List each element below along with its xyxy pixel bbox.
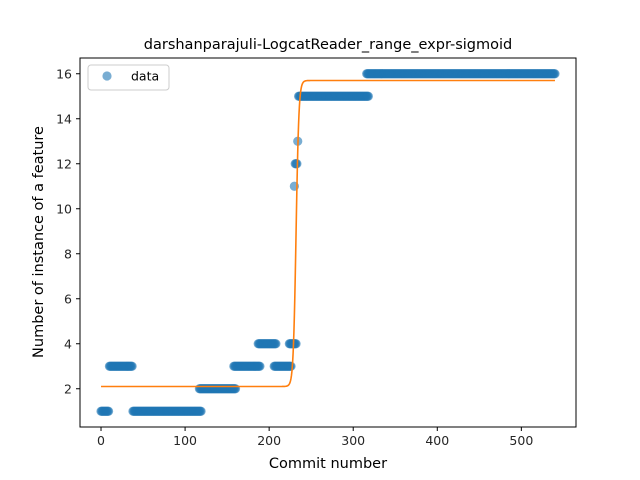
y-tick-label: 6 [64, 291, 72, 306]
chart-title: darshanparajuli-LogcatReader_range_expr-… [144, 37, 512, 53]
data-point [196, 407, 205, 416]
x-tick-label: 100 [173, 433, 197, 448]
x-tick-label: 500 [509, 433, 533, 448]
y-tick-label: 14 [56, 111, 72, 126]
x-tick-label: 0 [97, 433, 105, 448]
x-tick-label: 200 [257, 433, 281, 448]
legend: data [88, 65, 169, 90]
data-point [364, 92, 373, 101]
x-tick-label: 400 [425, 433, 449, 448]
data-point [255, 362, 264, 371]
y-tick-label: 8 [64, 246, 72, 261]
y-tick-label: 16 [56, 66, 72, 81]
y-tick-label: 4 [64, 336, 72, 351]
data-point [271, 339, 280, 348]
y-tick-label: 2 [64, 381, 72, 396]
legend-label-data: data [131, 69, 159, 84]
data-point [231, 384, 240, 393]
y-tick-label: 10 [56, 201, 72, 216]
data-point [104, 407, 113, 416]
x-axis-label: Commit number [269, 456, 387, 472]
legend-marker-data [102, 71, 111, 80]
data-point [128, 362, 137, 371]
y-tick-label: 12 [56, 156, 72, 171]
y-axis-label: Number of instance of a feature [31, 126, 47, 358]
data-point [550, 69, 559, 78]
x-tick-label: 300 [341, 433, 365, 448]
data-point [286, 362, 295, 371]
